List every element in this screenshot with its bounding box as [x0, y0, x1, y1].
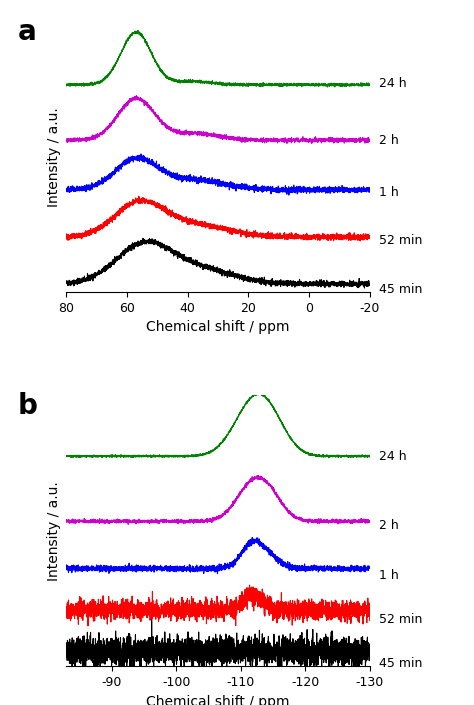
Text: 2 h: 2 h: [379, 135, 399, 147]
Text: 24 h: 24 h: [379, 78, 406, 90]
X-axis label: Chemical shift / ppm: Chemical shift / ppm: [146, 694, 290, 705]
Text: 45 min: 45 min: [379, 283, 422, 296]
Text: a: a: [18, 18, 36, 47]
Text: 45 min: 45 min: [379, 656, 422, 670]
Y-axis label: Intensity / a.u.: Intensity / a.u.: [47, 481, 61, 581]
X-axis label: Chemical shift / ppm: Chemical shift / ppm: [146, 321, 290, 334]
Text: b: b: [18, 393, 38, 420]
Y-axis label: Intensity / a.u.: Intensity / a.u.: [47, 106, 61, 207]
Text: 52 min: 52 min: [379, 613, 422, 626]
Text: 24 h: 24 h: [379, 450, 406, 463]
Text: 1 h: 1 h: [379, 569, 399, 582]
Text: 52 min: 52 min: [379, 234, 422, 247]
Text: 1 h: 1 h: [379, 186, 399, 199]
Text: 2 h: 2 h: [379, 519, 399, 532]
